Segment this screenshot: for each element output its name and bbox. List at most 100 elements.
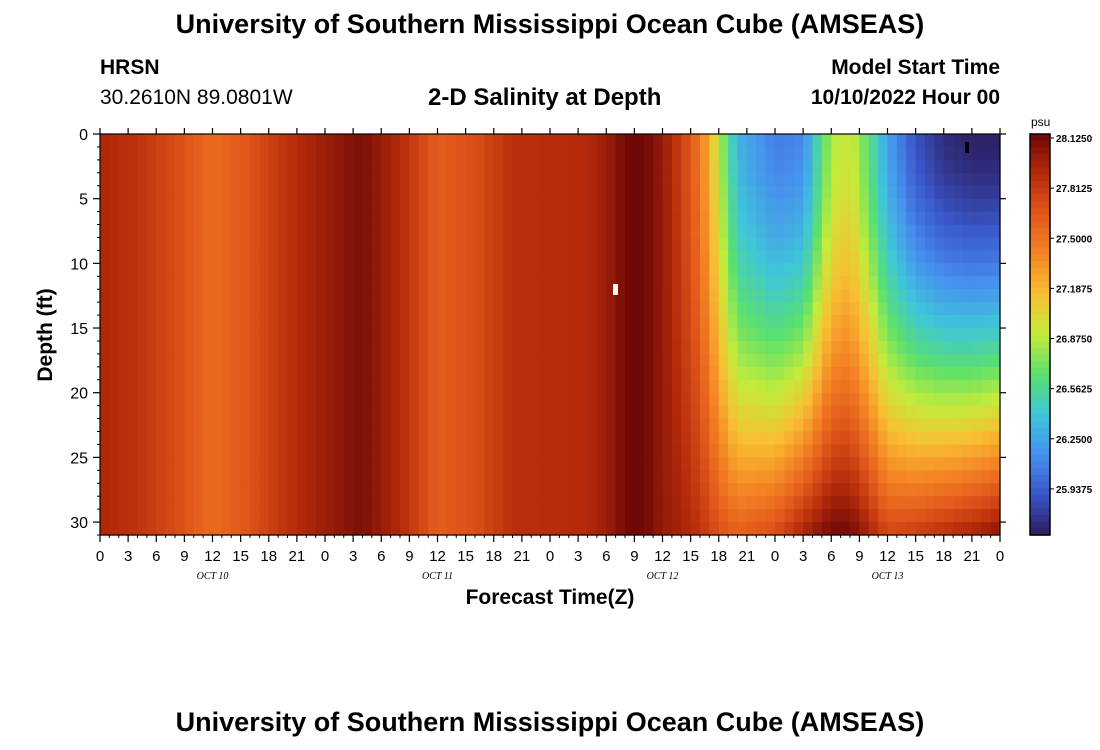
heatmap-cell: [596, 353, 607, 368]
heatmap-cell: [418, 366, 429, 381]
heatmap-cell: [737, 185, 748, 200]
heatmap-cell: [634, 379, 645, 394]
heatmap-cell: [643, 211, 654, 226]
heatmap-cell: [728, 418, 739, 433]
heatmap-cell: [690, 353, 701, 368]
heatmap-cell: [475, 496, 485, 510]
heatmap-cell: [184, 431, 195, 446]
heatmap-cell: [756, 431, 767, 446]
heatmap-cell: [212, 379, 223, 394]
heatmap-cell: [746, 289, 757, 303]
heatmap-cell: [193, 522, 204, 536]
heatmap-cell: [981, 496, 992, 510]
heatmap-cell: [737, 496, 748, 510]
heatmap-cell: [681, 224, 692, 239]
heatmap-cell: [746, 366, 757, 381]
heatmap-cell: [418, 405, 429, 420]
heatmap-cell: [268, 470, 279, 484]
heatmap-cell: [128, 211, 139, 226]
heatmap-cell: [981, 392, 992, 407]
heatmap-cell: [259, 418, 270, 433]
heatmap-cell: [775, 198, 785, 213]
heatmap-cell: [296, 211, 307, 226]
heatmap-cell: [240, 172, 251, 187]
heatmap-cell: [268, 509, 279, 523]
heatmap-cell: [315, 276, 326, 290]
heatmap-cell: [868, 159, 879, 174]
heatmap-cell: [765, 418, 776, 433]
heatmap-cell: [362, 224, 373, 239]
heatmap-cell: [315, 509, 326, 523]
heatmap-cell: [681, 172, 692, 187]
heatmap-cell: [596, 379, 607, 394]
heatmap-cell: [831, 496, 842, 510]
heatmap-cell: [643, 302, 654, 316]
heatmap-cell: [953, 457, 964, 471]
heatmap-cell: [681, 328, 692, 342]
heatmap-cell: [128, 263, 139, 277]
heatmap-cell: [896, 134, 907, 148]
heatmap-cell: [578, 302, 589, 316]
heatmap-cell: [362, 444, 373, 458]
heatmap-cell: [353, 444, 364, 458]
heatmap-cell: [531, 172, 542, 187]
colorbar-label: 26.8750: [1056, 335, 1093, 346]
heatmap-cell: [615, 392, 626, 407]
heatmap-cell: [193, 211, 204, 226]
heatmap-cell: [521, 185, 532, 200]
heatmap-cell: [456, 340, 467, 355]
heatmap-cell: [625, 276, 635, 290]
heatmap-cell: [962, 172, 973, 187]
heatmap-cell: [596, 392, 607, 407]
heatmap-cell: [906, 237, 917, 252]
heatmap-cell: [118, 224, 129, 239]
heatmap-cell: [315, 134, 326, 148]
heatmap-cell: [756, 457, 767, 471]
heatmap-cell: [690, 198, 701, 213]
heatmap-cell: [193, 224, 204, 239]
heatmap-cell: [343, 366, 354, 381]
heatmap-cell: [203, 431, 214, 446]
heatmap-cell: [437, 353, 448, 368]
heatmap-cell: [418, 211, 429, 226]
heatmap-cell: [343, 483, 354, 497]
heatmap-cell: [503, 522, 514, 536]
heatmap-cell: [400, 431, 410, 446]
heatmap-cell: [840, 483, 851, 497]
heatmap-cell: [578, 353, 589, 368]
heatmap-cell: [165, 134, 176, 148]
heatmap-cell: [465, 315, 476, 329]
heatmap-cell: [203, 250, 214, 264]
heatmap-cell: [343, 172, 354, 187]
heatmap-cell: [625, 353, 635, 368]
heatmap-cell: [634, 315, 645, 329]
heatmap-cell: [709, 392, 720, 407]
heatmap-cell: [512, 289, 523, 303]
heatmap-cell: [156, 379, 167, 394]
heatmap-cell: [559, 470, 570, 484]
heatmap-cell: [906, 496, 917, 510]
heatmap-cell: [278, 457, 289, 471]
heatmap-cell: [437, 340, 448, 355]
heatmap-cell: [737, 276, 748, 290]
heatmap-cell: [100, 315, 110, 329]
heatmap-cell: [100, 263, 110, 277]
heatmap-cell: [409, 470, 420, 484]
heatmap-cell: [250, 470, 260, 484]
heatmap-cell: [221, 263, 232, 277]
heatmap-cell: [184, 366, 195, 381]
y-tick-label: 10: [70, 256, 88, 273]
heatmap-cell: [109, 431, 120, 446]
heatmap-cell: [306, 379, 317, 394]
heatmap-cell: [962, 522, 973, 536]
heatmap-cell: [334, 134, 345, 148]
heatmap-cell: [953, 172, 964, 187]
heatmap-cell: [578, 263, 589, 277]
heatmap-cell: [315, 470, 326, 484]
heatmap-cell: [831, 289, 842, 303]
heatmap-cell: [906, 134, 917, 148]
heatmap-cell: [390, 483, 401, 497]
heatmap-cell: [737, 405, 748, 420]
heatmap-cell: [775, 302, 785, 316]
heatmap-cell: [887, 496, 898, 510]
